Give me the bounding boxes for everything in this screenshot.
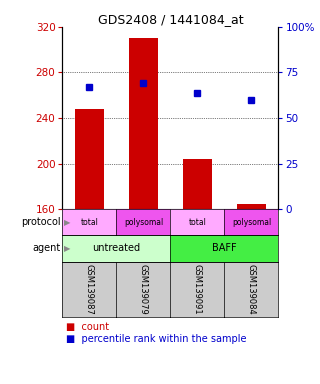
Bar (75, 109, 104, 209)
Text: GSM139087: GSM139087 (85, 264, 94, 315)
Text: GSM139091: GSM139091 (193, 264, 202, 314)
Text: protocol: protocol (21, 217, 61, 227)
Text: GSM139079: GSM139079 (139, 264, 148, 315)
Bar (236, 204, 266, 209)
Text: total: total (188, 218, 206, 227)
Text: polysomal: polysomal (124, 218, 163, 227)
Text: ■  percentile rank within the sample: ■ percentile rank within the sample (66, 334, 246, 344)
Text: ■  count: ■ count (66, 321, 109, 332)
Text: untreated: untreated (92, 243, 140, 253)
Text: total: total (80, 218, 98, 227)
Bar (182, 159, 212, 209)
Text: GSM139084: GSM139084 (247, 264, 256, 315)
Text: BAFF: BAFF (212, 243, 237, 253)
Title: GDS2408 / 1441084_at: GDS2408 / 1441084_at (98, 13, 243, 26)
Text: agent: agent (33, 243, 61, 253)
Text: ▶: ▶ (64, 218, 70, 227)
Text: polysomal: polysomal (232, 218, 271, 227)
Text: ▶: ▶ (64, 244, 70, 253)
Bar (129, 38, 158, 209)
